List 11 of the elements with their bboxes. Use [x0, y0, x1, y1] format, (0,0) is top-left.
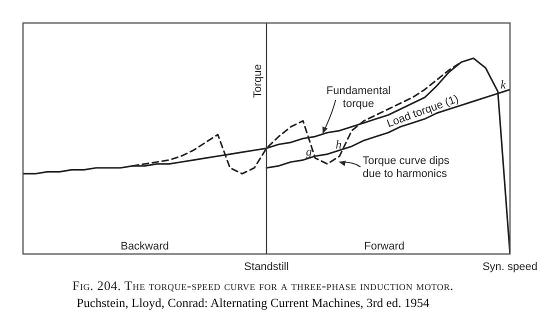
- annotation: k: [500, 77, 506, 92]
- y-axis-title: Torque: [252, 64, 264, 98]
- x-tick-label: Standstill: [244, 260, 289, 273]
- text: Puchstein, Lloyd, Conrad: Alternating Current Machines, 3rd ed. 1954: [76, 296, 430, 311]
- text: Fig. 204. The torque-speed curve for a three-phase induction motor.: [71, 278, 455, 294]
- annotation: g: [306, 144, 312, 158]
- annotation: Torque curve dips due to harmonics: [362, 155, 450, 182]
- annotation: Forward: [364, 240, 405, 254]
- annotation: Backward: [120, 240, 169, 254]
- annotation: h: [336, 137, 342, 152]
- x-tick-label: Syn. speed: [482, 260, 538, 273]
